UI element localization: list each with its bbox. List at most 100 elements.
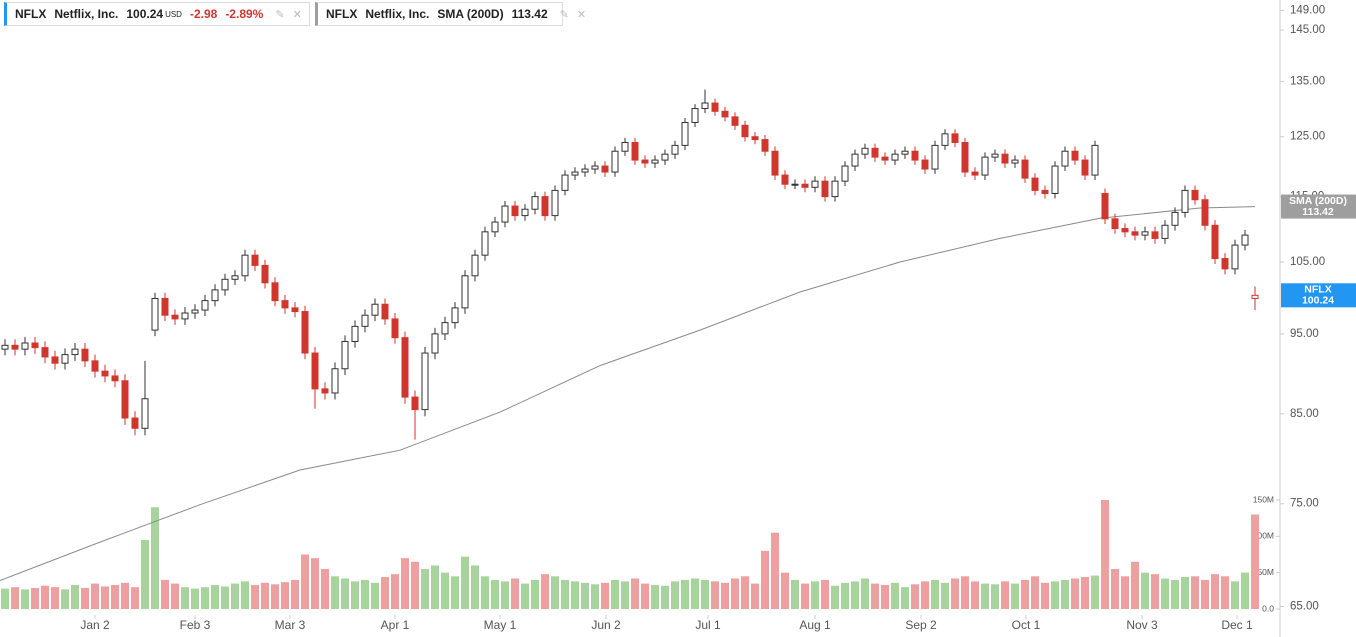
candle-body: [291, 307, 299, 313]
volume-bar: [821, 579, 829, 609]
candle-body: [751, 136, 759, 141]
candle-body: [661, 153, 669, 161]
candle-body: [711, 102, 719, 112]
volume-bar: [761, 550, 769, 609]
volume-bar: [691, 578, 699, 609]
volume-bar: [391, 574, 399, 609]
volume-bar: [1061, 579, 1069, 609]
candle-body: [721, 110, 729, 118]
volume-bar: [651, 585, 659, 609]
volume-bar: [541, 574, 549, 609]
settings-icon[interactable]: ✎: [559, 8, 569, 21]
volume-bar: [721, 582, 729, 609]
candle-body: [701, 102, 709, 110]
candle-body: [1001, 153, 1009, 164]
candle-body: [331, 368, 339, 394]
candle-body: [71, 348, 79, 356]
sma-tag-value: 113.42: [1302, 206, 1334, 218]
volume-bar: [841, 582, 849, 609]
candle-body: [601, 165, 609, 173]
volume-bar: [301, 554, 309, 609]
volume-bar: [1171, 579, 1179, 609]
y-tick-label: 65.00: [1290, 601, 1319, 613]
candle-body: [1081, 159, 1089, 176]
sma-legend[interactable]: NFLX Netflix, Inc. SMA (200D) 113.42 ✎ ✕: [315, 2, 586, 26]
x-tick-label: Jan 2: [80, 618, 110, 632]
candle-body: [1191, 189, 1199, 201]
volume-bar: [671, 581, 679, 609]
volume-bar: [121, 582, 129, 609]
volume-bar: [1161, 578, 1169, 609]
volume-bar: [421, 569, 429, 609]
candle-body: [741, 124, 749, 138]
close-icon[interactable]: ✕: [576, 8, 587, 21]
settings-icon[interactable]: ✎: [275, 8, 285, 21]
candle-body: [1241, 234, 1249, 246]
candle-body: [281, 300, 289, 309]
volume-bar: [1221, 576, 1229, 609]
volume-bar: [751, 583, 759, 609]
volume-bar: [331, 576, 339, 609]
candle-body: [481, 231, 489, 256]
y-tick-label: 125.00: [1290, 131, 1325, 143]
candle-body: [841, 165, 849, 182]
volume-bar: [911, 584, 919, 609]
volume-bar: [991, 584, 999, 609]
y-tick-label: 85.00: [1290, 408, 1319, 420]
change: -2.98: [189, 7, 218, 21]
volume-bar: [741, 576, 749, 609]
price-legend[interactable]: NFLX Netflix, Inc. 100.24 USD -2.98 -2.8…: [4, 2, 310, 26]
candle-body: [491, 221, 499, 233]
volume-bar: [261, 582, 269, 609]
candle-body: [161, 297, 169, 316]
sma-name: SMA (200D): [437, 7, 504, 21]
volume-bar: [11, 587, 19, 609]
volume-bar: [641, 583, 649, 609]
candle-body: [861, 147, 869, 155]
candle-body: [791, 183, 799, 186]
volume-bar: [171, 583, 179, 609]
volume-bar: [31, 587, 39, 609]
candle-body: [151, 297, 159, 331]
candle-body: [921, 159, 929, 170]
volume-bar: [631, 578, 639, 609]
candle-body: [551, 189, 559, 217]
x-tick-label: Jul 1: [695, 618, 721, 632]
price-tag: [1281, 283, 1356, 308]
candle-body: [1161, 224, 1169, 239]
candle-body: [761, 139, 769, 152]
y-tick-label: 95.00: [1290, 328, 1319, 340]
candle-body: [911, 150, 919, 161]
candle-body: [471, 254, 479, 277]
volume-bar: [951, 578, 959, 609]
volume-bar: [351, 581, 359, 609]
x-tick-label: Sep 2: [905, 618, 937, 632]
symbol: NFLX: [326, 7, 358, 21]
volume-bar: [1231, 581, 1239, 609]
x-tick-label: May 1: [484, 618, 517, 632]
candle-body: [1, 344, 9, 350]
volume-bar: [661, 585, 669, 609]
volume-bar: [381, 577, 389, 609]
candle-body: [101, 370, 109, 377]
candle-body: [571, 171, 579, 176]
candle-body: [961, 141, 969, 173]
candle-body: [221, 278, 229, 291]
candle-body: [231, 275, 239, 280]
candle-body: [851, 153, 859, 167]
close-icon[interactable]: ✕: [292, 8, 302, 21]
candle-body: [501, 205, 509, 223]
x-tick-label: Feb 3: [180, 618, 211, 632]
volume-bar: [891, 582, 899, 609]
candle-body: [11, 344, 19, 350]
candle-body: [211, 289, 219, 302]
volume-bar: [1141, 572, 1149, 609]
volume-bar: [341, 578, 349, 609]
volume-bar: [871, 583, 879, 609]
volume-bar: [941, 582, 949, 609]
candle-body: [581, 168, 589, 173]
volume-bar: [491, 579, 499, 609]
x-tick-label: Oct 1: [1012, 618, 1041, 632]
candle-body: [781, 174, 789, 185]
y-tick-label: 135.00: [1290, 75, 1325, 87]
